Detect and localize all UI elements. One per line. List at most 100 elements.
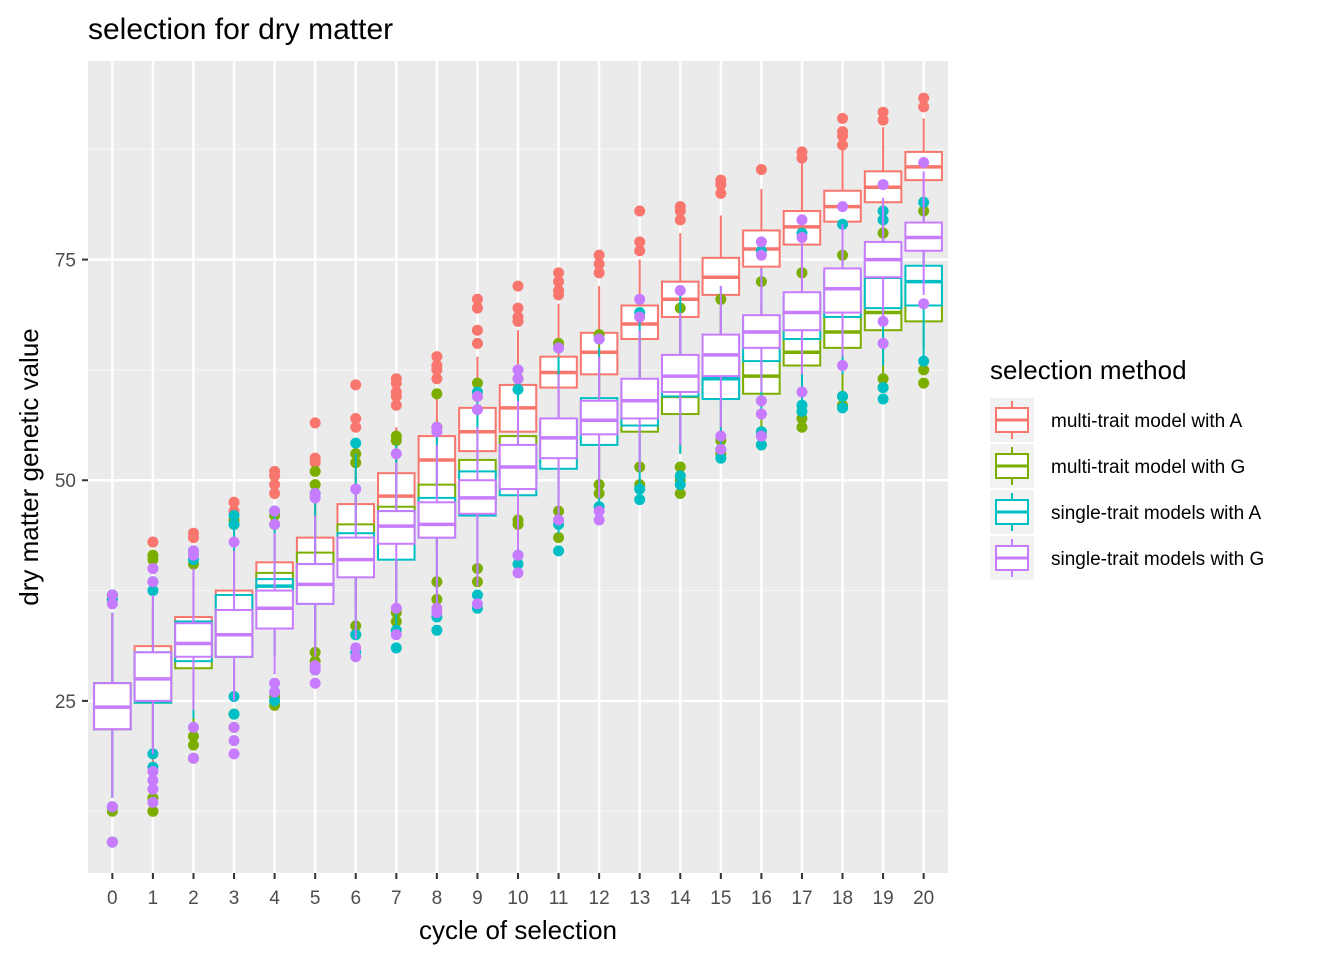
outlier-point <box>593 333 605 345</box>
legend-title: selection method <box>990 355 1187 385</box>
outlier-point <box>350 412 362 424</box>
outlier-point <box>755 236 767 248</box>
chart-title: selection for dry matter <box>88 13 393 46</box>
x-tick-label: 14 <box>670 888 692 909</box>
outlier-point <box>187 739 199 751</box>
x-tick-label: 0 <box>107 888 118 909</box>
outlier-point <box>471 324 483 336</box>
outlier-point <box>187 721 199 733</box>
outlier-point <box>674 487 686 499</box>
outlier-point <box>593 249 605 261</box>
legend-item: multi-trait model with G <box>990 444 1245 488</box>
outlier-point <box>715 187 727 199</box>
outlier-point <box>309 479 321 491</box>
outlier-point <box>877 114 889 126</box>
x-tick-label: 3 <box>229 888 240 909</box>
x-tick-label: 8 <box>432 888 443 909</box>
outlier-point <box>147 796 159 808</box>
outlier-point <box>309 452 321 464</box>
outlier-point <box>715 443 727 455</box>
outlier-point <box>350 437 362 449</box>
box <box>620 377 659 420</box>
x-tick-label: 1 <box>148 888 159 909</box>
outlier-point <box>147 783 159 795</box>
outlier-point <box>228 496 240 508</box>
outlier-point <box>634 236 646 248</box>
legend-item: multi-trait model with A <box>990 398 1242 442</box>
outlier-point <box>187 545 199 557</box>
outlier-point <box>918 92 930 104</box>
outlier-point <box>634 293 646 305</box>
outlier-point <box>471 589 483 601</box>
outlier-point <box>350 642 362 654</box>
outlier-point <box>228 721 240 733</box>
outlier-point <box>147 576 159 588</box>
outlier-point <box>553 276 565 288</box>
outlier-point <box>755 164 767 176</box>
outlier-point <box>837 390 849 402</box>
outlier-point <box>431 373 443 385</box>
outlier-point <box>228 735 240 747</box>
outlier-point <box>877 179 889 191</box>
outlier-point <box>837 126 849 138</box>
legend-label: multi-trait model with A <box>1051 411 1242 432</box>
outlier-point <box>269 465 281 477</box>
outlier-point <box>674 201 686 213</box>
outlier-point <box>431 421 443 433</box>
outlier-point <box>431 388 443 400</box>
outlier-point <box>837 201 849 213</box>
outlier-point <box>512 549 524 561</box>
outlier-point <box>309 677 321 689</box>
outlier-point <box>390 448 402 460</box>
outlier-point <box>147 774 159 786</box>
outlier-point <box>674 214 686 226</box>
outlier-point <box>187 752 199 764</box>
box-series <box>93 92 943 848</box>
outlier-point <box>228 708 240 720</box>
x-axis-title: cycle of selection <box>419 915 617 945</box>
x-tick-label: 6 <box>350 888 361 909</box>
outlier-point <box>634 494 646 506</box>
outlier-point <box>350 651 362 663</box>
outlier-point <box>796 146 808 158</box>
outlier-point <box>350 421 362 433</box>
x-tick-label: 2 <box>188 888 199 909</box>
x-tick-label: 15 <box>710 888 731 909</box>
outlier-point <box>390 602 402 614</box>
outlier-point <box>471 377 483 389</box>
outlier-point <box>309 487 321 499</box>
outlier-point <box>431 351 443 363</box>
outlier-point <box>187 730 199 742</box>
outlier-point <box>269 677 281 689</box>
outlier-point <box>471 293 483 305</box>
outlier-point <box>512 383 524 395</box>
outlier-point <box>147 766 159 777</box>
outlier-point <box>106 801 118 813</box>
outlier-point <box>147 549 159 561</box>
outlier-point <box>147 536 159 548</box>
y-axis: 25 50 75 <box>55 251 88 713</box>
outlier-point <box>796 399 808 411</box>
outlier-point <box>634 311 646 323</box>
outlier-point <box>877 382 889 394</box>
outlier-point <box>553 267 565 279</box>
outlier-point <box>512 302 524 314</box>
box <box>661 353 700 393</box>
box <box>579 399 619 436</box>
outlier-point <box>147 805 159 817</box>
outlier-point <box>674 470 686 482</box>
outlier-point <box>390 430 402 442</box>
outlier-point <box>674 284 686 296</box>
outlier-point <box>837 139 849 151</box>
outlier-point <box>309 417 321 429</box>
x-tick-label: 17 <box>791 888 812 909</box>
outlier-point <box>431 624 443 636</box>
series-single-trait-models-with-g <box>93 157 943 848</box>
outlier-point <box>796 232 808 244</box>
outlier-point <box>309 660 321 672</box>
outlier-point <box>553 545 565 557</box>
outlier-point <box>715 452 727 464</box>
outlier-point <box>390 373 402 385</box>
outlier-point <box>553 284 565 296</box>
outlier-point <box>471 302 483 314</box>
